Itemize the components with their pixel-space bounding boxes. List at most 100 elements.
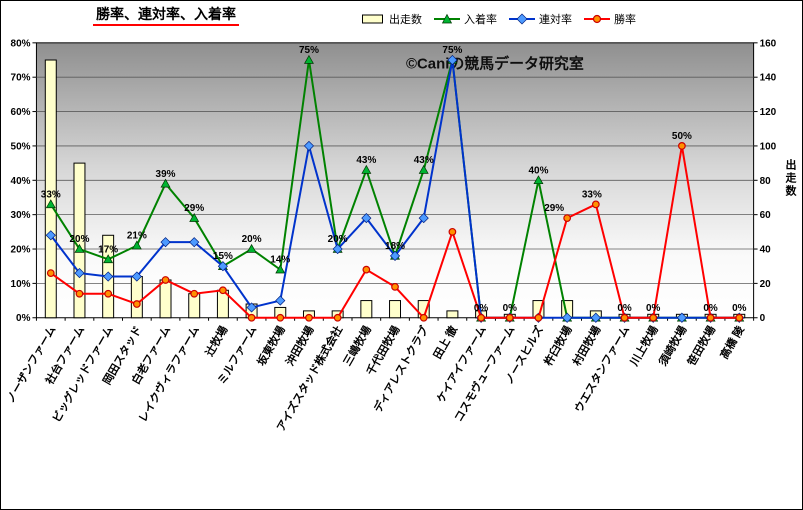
circle-marker-icon	[584, 14, 610, 24]
circle-marker-icon	[46, 269, 55, 277]
category-label: ノーザンファーム	[4, 324, 59, 406]
point-label: 17%	[98, 244, 118, 255]
left-axis-tick: 40%	[11, 176, 31, 187]
point-label: 0%	[503, 303, 518, 314]
circle-marker-icon	[391, 282, 399, 291]
point-label: 15%	[213, 251, 233, 262]
chart-title: 勝率、連対率、入着率	[93, 6, 239, 26]
category-label: 村田牧場	[569, 323, 603, 368]
point-label: 14%	[270, 255, 290, 266]
line-series-3	[46, 142, 744, 322]
bar	[446, 310, 459, 319]
diamond-marker-icon	[389, 250, 401, 261]
legend-item-starts: 出走数	[361, 11, 422, 27]
right-axis-tick: 160	[760, 38, 777, 49]
circle-marker-icon	[219, 286, 227, 295]
diamond-marker-icon	[45, 230, 56, 241]
circle-marker-icon	[419, 313, 428, 322]
right-axis-tick: 20	[760, 279, 772, 290]
axis-labels: 0% 0 10% 20 20% 40 30% 60 40% 80 50% 100 60% 120 70% 14…	[11, 38, 777, 324]
circle-marker-icon	[591, 200, 600, 209]
point-label: 0%	[617, 303, 632, 314]
legend-item-place-rate: 入着率	[434, 11, 497, 27]
right-axis-tick: 140	[760, 73, 777, 84]
triangle-marker-icon	[246, 243, 257, 253]
bar	[159, 279, 172, 319]
legend-label-quinella-rate: 連対率	[539, 14, 572, 26]
triangle-marker-icon	[303, 54, 314, 64]
triangle-marker-icon	[103, 254, 114, 264]
right-axis-tick: 0	[760, 313, 766, 324]
legend-label-place-rate: 入着率	[464, 14, 497, 26]
category-label: ウエスタンファーム	[572, 324, 632, 415]
diamond-marker-icon	[562, 312, 573, 323]
left-axis-tick: 0%	[16, 313, 31, 324]
point-label: 43%	[356, 155, 376, 166]
point-labels: 33% 20% 17% 21% 39% 29% 15% 20% 14% 75% 20% 43% 18% 4…	[41, 45, 747, 314]
legend-item-quinella-rate: 連対率	[509, 11, 572, 27]
diamond-marker-icon	[160, 237, 171, 248]
point-label: 50%	[672, 131, 692, 142]
left-axis-tick: 80%	[11, 38, 31, 49]
triangle-marker-icon	[533, 175, 544, 185]
bar	[389, 300, 402, 319]
circle-marker-icon	[563, 214, 572, 222]
left-axis-tick: 60%	[11, 107, 31, 118]
triangle-marker-icon	[275, 264, 286, 274]
category-label: 高橋 陵	[717, 322, 748, 361]
circle-marker-icon	[247, 313, 256, 322]
point-label: 29%	[544, 203, 564, 214]
left-axis-tick: 30%	[11, 210, 31, 221]
left-axis-tick: 50%	[11, 141, 31, 152]
diamond-marker-icon	[103, 271, 114, 282]
point-label: 33%	[582, 189, 602, 200]
bar	[130, 276, 143, 319]
triangle-marker-icon	[45, 199, 56, 209]
point-label: 29%	[184, 203, 204, 214]
diamond-marker-icon	[131, 271, 142, 282]
circle-marker-icon	[735, 313, 744, 322]
triangle-marker-icon	[434, 13, 460, 24]
circle-marker-icon	[333, 313, 342, 322]
diamond-marker-icon	[246, 302, 257, 313]
circle-marker-icon	[362, 265, 371, 274]
category-label: 坂東牧場	[254, 323, 288, 368]
diamond-marker-icon	[217, 261, 228, 272]
bar	[44, 59, 57, 319]
category-label: 三嶋牧場	[340, 323, 374, 368]
point-label: 20%	[242, 234, 262, 245]
point-label: 0%	[474, 303, 489, 314]
point-label: 33%	[41, 189, 61, 200]
category-label: 辻牧場	[202, 323, 231, 358]
diamond-marker-icon	[361, 213, 372, 224]
point-label: 0%	[732, 303, 747, 314]
point-label: 20%	[70, 234, 90, 245]
category-label: 笹田牧場	[684, 323, 718, 368]
legend-label-starts: 出走数	[389, 14, 422, 26]
circle-marker-icon	[305, 313, 313, 322]
right-axis-tick: 40	[760, 245, 772, 256]
diamond-marker-icon	[303, 140, 315, 152]
point-label: 43%	[414, 155, 434, 166]
circle-marker-icon	[706, 313, 715, 322]
point-label: 75%	[442, 45, 462, 56]
watermark: ©Caniの競馬データ研究室	[406, 55, 584, 73]
legend-label-win-rate: 勝率	[614, 14, 636, 26]
point-label: 0%	[703, 303, 718, 314]
category-labels: ノーザンファーム社台ファームビッグレッドファーム岡田スタッド白老ファームレイクヴ…	[4, 322, 748, 433]
circle-marker-icon	[190, 289, 199, 298]
circle-marker-icon	[276, 313, 285, 322]
point-label: 21%	[127, 231, 147, 242]
right-axis-tick: 60	[760, 210, 772, 221]
circle-marker-icon	[75, 289, 84, 298]
diamond-marker-icon	[74, 268, 85, 279]
diamond-marker-icon	[590, 312, 601, 323]
category-label: 杵臼牧場	[541, 323, 575, 368]
circle-marker-icon	[104, 289, 113, 298]
point-label: 39%	[156, 169, 176, 180]
diamond-marker-icon	[509, 13, 535, 25]
right-axis-tick: 100	[760, 141, 777, 152]
diamond-marker-icon	[676, 312, 687, 323]
